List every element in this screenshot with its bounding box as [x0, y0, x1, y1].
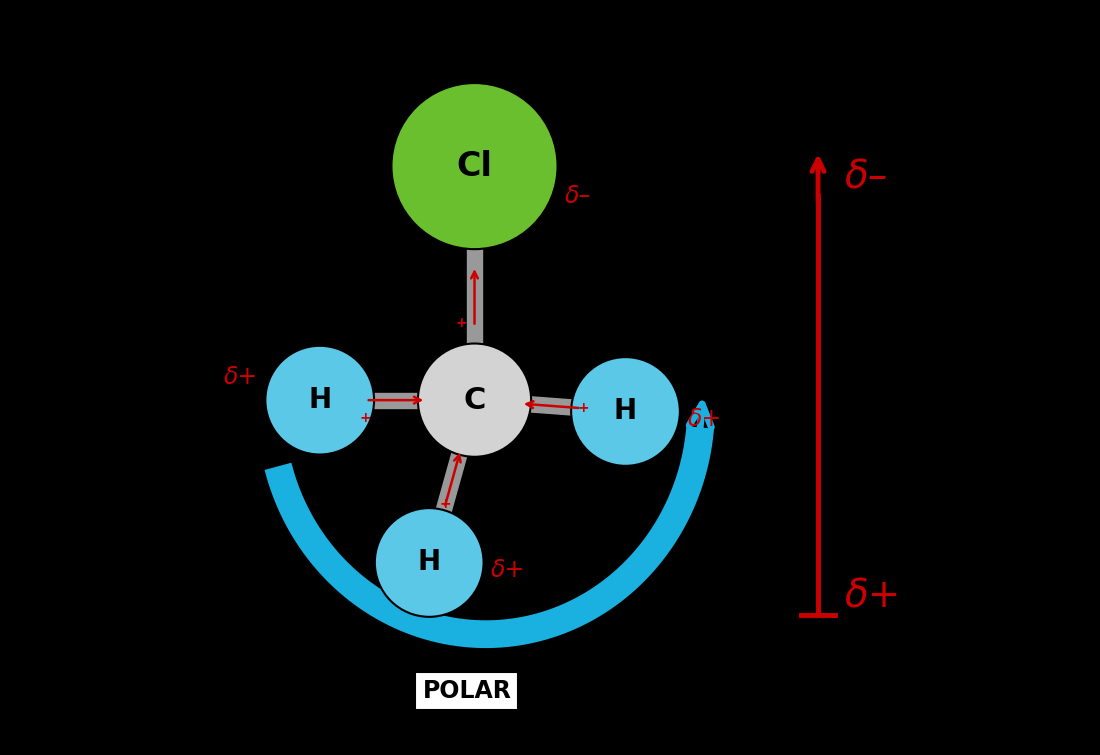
- Text: H: H: [614, 397, 637, 426]
- Text: δ–: δ–: [845, 159, 888, 196]
- Text: +: +: [440, 498, 451, 511]
- Text: δ–: δ–: [565, 184, 592, 208]
- Circle shape: [375, 508, 484, 617]
- Polygon shape: [530, 397, 572, 415]
- Circle shape: [265, 346, 374, 455]
- Circle shape: [418, 344, 531, 457]
- Text: H: H: [418, 548, 441, 577]
- Text: +: +: [578, 401, 590, 415]
- Text: H: H: [308, 386, 331, 414]
- Text: δ+: δ+: [491, 558, 526, 582]
- Circle shape: [392, 83, 558, 249]
- Text: δ+: δ+: [845, 578, 901, 615]
- Text: δ+: δ+: [688, 407, 722, 431]
- Polygon shape: [468, 249, 482, 344]
- Text: +: +: [455, 316, 468, 330]
- Circle shape: [571, 357, 680, 466]
- Text: Cl: Cl: [456, 149, 493, 183]
- Text: POLAR: POLAR: [422, 679, 512, 703]
- Text: δ+: δ+: [223, 365, 257, 390]
- Polygon shape: [374, 393, 418, 408]
- Text: C: C: [463, 386, 486, 414]
- Text: +: +: [360, 411, 372, 426]
- Polygon shape: [437, 453, 466, 512]
